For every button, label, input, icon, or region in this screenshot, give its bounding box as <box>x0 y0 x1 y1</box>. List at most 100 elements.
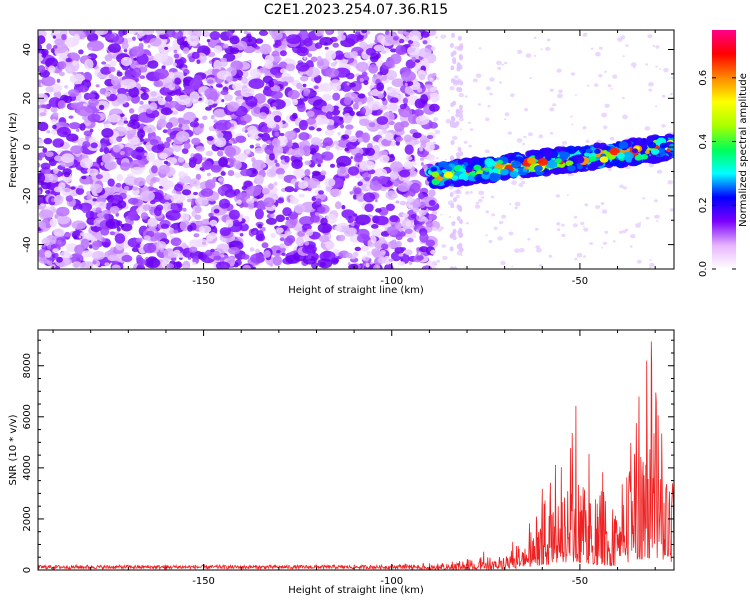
spectrogram-y-axis-label: Frequency (Hz) <box>8 112 19 188</box>
noise-blob <box>171 110 179 115</box>
noise-blob <box>303 38 313 47</box>
faint-blob <box>635 223 641 228</box>
signal-blob <box>659 142 668 149</box>
signal-blob <box>443 171 453 179</box>
noise-blob <box>318 235 329 243</box>
faint-blob <box>659 68 662 70</box>
noise-blob <box>139 75 145 79</box>
faint-blob <box>562 140 568 145</box>
noise-blob <box>366 251 371 256</box>
faint-blob <box>630 234 636 239</box>
faint-blob <box>620 35 626 40</box>
signal-blob <box>644 150 650 155</box>
noise-blob <box>197 220 204 226</box>
signal-blob <box>614 158 625 168</box>
noise-blob <box>169 229 175 234</box>
faint-blob <box>522 142 525 146</box>
noise-blob <box>360 107 366 115</box>
faint-blob <box>573 215 578 219</box>
noise-blob <box>186 198 193 203</box>
faint-blob <box>510 93 515 98</box>
noise-blob <box>204 99 215 106</box>
noise-blob <box>135 237 143 243</box>
noise-blob <box>181 189 192 196</box>
noise-blob <box>111 76 119 86</box>
noise-blob <box>42 147 48 153</box>
faint-blob <box>601 112 608 118</box>
noise-blob <box>80 238 90 249</box>
faint-blob <box>644 126 651 131</box>
noise-blob <box>242 264 251 269</box>
x-tick-label: -100 <box>380 276 403 287</box>
noise-blob <box>132 67 142 78</box>
noise-blob <box>298 141 304 146</box>
noise-blob <box>142 30 155 35</box>
signal-blob <box>527 157 536 165</box>
noise-blob <box>336 34 346 41</box>
noise-blob <box>382 74 387 81</box>
signal-blob <box>590 160 600 168</box>
noise-blob <box>220 89 229 96</box>
noise-blob <box>123 185 130 191</box>
noise-blob <box>242 70 249 78</box>
noise-blob <box>200 188 214 197</box>
noise-blob <box>259 43 272 55</box>
noise-blob <box>143 235 151 241</box>
signal-blob <box>489 160 497 167</box>
noise-blob <box>245 96 258 107</box>
faint-blob <box>649 259 652 262</box>
noise-blob <box>107 178 115 187</box>
faint-blob <box>507 131 512 135</box>
noise-blob <box>238 152 248 160</box>
noise-blob <box>160 51 169 59</box>
noise-blob <box>218 157 228 168</box>
noise-blob <box>330 62 337 67</box>
noise-blob <box>210 165 222 173</box>
noise-blob <box>282 81 289 87</box>
noise-blob <box>228 209 240 220</box>
noise-blob <box>432 209 438 216</box>
faint-blob <box>449 233 454 239</box>
noise-blob <box>395 200 400 204</box>
signal-blob <box>530 172 537 177</box>
noise-blob <box>136 53 149 65</box>
noise-blob <box>256 177 264 185</box>
noise-blob <box>165 210 181 221</box>
noise-blob <box>316 206 326 214</box>
noise-blob <box>206 172 211 177</box>
faint-blob <box>455 109 460 115</box>
noise-blob <box>123 117 128 122</box>
noise-blob <box>143 124 156 134</box>
noise-blob <box>56 239 62 245</box>
noise-blob <box>404 144 414 155</box>
noise-blob <box>177 117 186 125</box>
noise-blob <box>48 158 57 167</box>
faint-blob <box>649 262 655 268</box>
noise-blob <box>236 199 242 205</box>
noise-blob <box>399 169 411 178</box>
noise-blob <box>248 78 265 89</box>
noise-blob <box>210 248 215 253</box>
noise-blob <box>173 49 178 54</box>
faint-blob <box>601 209 608 214</box>
noise-blob <box>83 130 93 137</box>
noise-blob <box>120 162 131 171</box>
faint-blob <box>451 221 456 227</box>
faint-blob <box>450 115 455 121</box>
signal-blob <box>647 142 657 149</box>
faint-blob <box>496 60 502 66</box>
signal-blob <box>661 155 670 162</box>
noise-blob <box>374 39 379 44</box>
noise-blob <box>355 31 360 36</box>
noise-blob <box>215 83 223 88</box>
noise-blob <box>307 255 312 259</box>
faint-blob <box>429 87 436 93</box>
noise-blob <box>408 30 422 42</box>
signal-blob <box>565 145 577 155</box>
noise-blob <box>420 94 429 105</box>
noise-blob <box>167 100 181 110</box>
signal-blob <box>562 152 571 158</box>
faint-blob <box>456 188 461 194</box>
noise-blob <box>304 241 310 246</box>
noise-blob <box>76 128 80 132</box>
